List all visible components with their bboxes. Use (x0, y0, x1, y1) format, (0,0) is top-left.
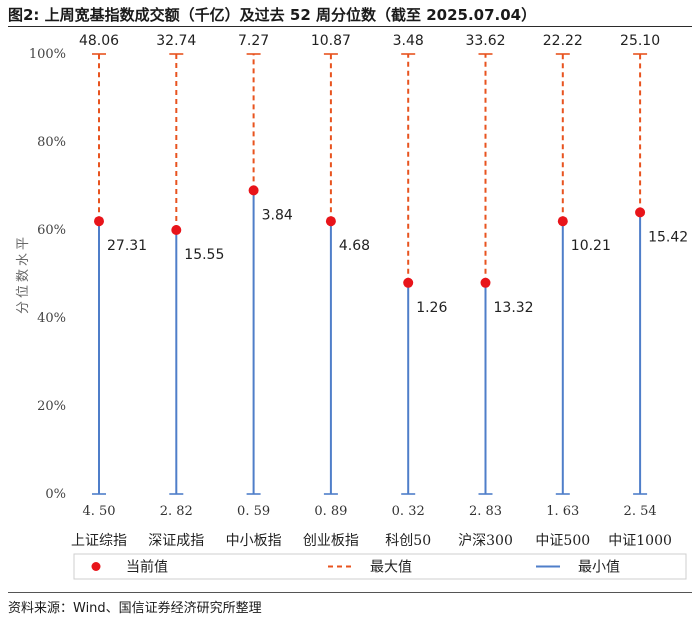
current-value-label: 15.42 (648, 229, 688, 245)
y-tick-label: 60% (37, 223, 66, 238)
max-value-label: 32.74 (156, 33, 196, 49)
category-label: 中证1000 (608, 533, 672, 549)
current-value-label: 4.68 (339, 238, 370, 254)
min-value-label: 2. 54 (624, 504, 657, 519)
min-value-label: 0. 89 (314, 504, 347, 519)
current-value-label: 27.31 (107, 238, 147, 254)
category-label: 中证500 (535, 533, 590, 549)
y-tick-label: 80% (37, 135, 66, 150)
y-tick-label: 20% (37, 399, 66, 414)
current-point (248, 185, 259, 196)
max-value-label: 22.22 (543, 33, 583, 49)
legend-box (73, 553, 687, 580)
max-value-label: 7.27 (238, 33, 269, 49)
current-point (94, 216, 104, 227)
title-divider (8, 26, 692, 27)
max-value-label: 10.87 (311, 33, 351, 49)
y-tick-label: 0% (45, 487, 66, 502)
current-value-label: 1.26 (416, 300, 447, 316)
current-value-label: 13.32 (494, 300, 534, 316)
current-point (635, 207, 646, 218)
legend-label: 当前值 (126, 559, 168, 576)
chart-canvas: 0% 20% 40% 60% 80% 100% 分位数水平 48.06 27.31 4. 50 上证… (16, 33, 688, 580)
min-value-label: 2. 82 (160, 504, 193, 519)
current-point (325, 216, 336, 227)
current-point (557, 216, 568, 227)
max-value-label: 25.10 (620, 33, 660, 49)
max-value-label: 33.62 (465, 33, 505, 49)
category-label: 中小板指 (226, 533, 282, 549)
current-point (480, 277, 491, 288)
current-value-label: 3.84 (262, 207, 293, 223)
current-value-label: 10.21 (571, 238, 611, 254)
current-point (403, 277, 414, 288)
current-point (171, 225, 182, 235)
category-label: 沪深300 (458, 533, 513, 549)
category-label: 创业板指 (303, 533, 359, 549)
category-label: 上证综指 (71, 533, 127, 549)
y-tick-label: 40% (37, 311, 66, 326)
legend-dot-marker (91, 562, 101, 571)
min-value-label: 2. 83 (469, 504, 502, 519)
source-note: 资料来源：Wind、国信证券经济研究所整理 (8, 601, 262, 616)
legend-label: 最大值 (370, 560, 412, 576)
category-label: 深证成指 (148, 533, 204, 549)
source-divider (8, 592, 692, 593)
y-axis-title: 分位数水平 (16, 234, 31, 314)
chart-title: 图2: 上周宽基指数成交额（千亿）及过去 52 周分位数（截至 2025.07.… (8, 6, 537, 24)
max-value-label: 3.48 (393, 33, 424, 49)
current-value-label: 15.55 (184, 247, 224, 263)
y-tick-label: 100% (29, 47, 66, 62)
min-value-label: 4. 50 (82, 504, 115, 519)
min-value-label: 0. 59 (237, 504, 270, 519)
legend-label: 最小值 (578, 560, 620, 576)
max-value-label: 48.06 (79, 33, 119, 49)
min-value-label: 0. 32 (392, 504, 425, 519)
category-label: 科创50 (385, 533, 431, 549)
min-value-label: 1. 63 (546, 504, 579, 519)
